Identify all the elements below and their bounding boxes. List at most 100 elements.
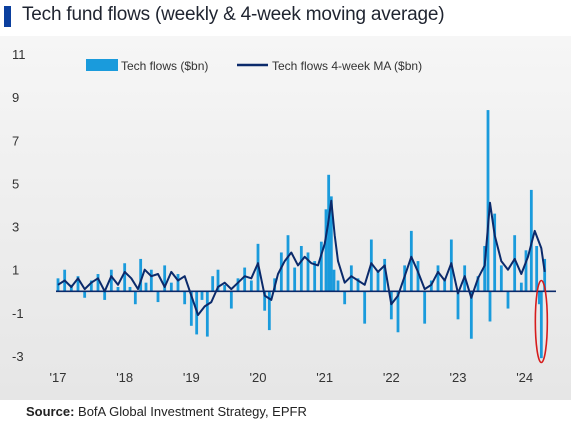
bar	[103, 291, 107, 300]
bar	[156, 291, 160, 303]
x-tick-label: '18	[116, 370, 133, 385]
x-tick-label: '24	[516, 370, 533, 385]
bar	[486, 110, 490, 292]
title-accent-bar	[4, 6, 11, 27]
bar	[123, 263, 127, 292]
bar	[539, 291, 543, 359]
bar	[56, 278, 60, 292]
bar	[96, 274, 100, 292]
highlight-ellipse	[534, 279, 549, 364]
bar	[383, 258, 387, 292]
bar	[243, 267, 247, 292]
legend-line-label: Tech flows 4-week MA ($bn)	[272, 59, 422, 73]
bar	[293, 267, 297, 292]
source-text: BofA Global Investment Strategy, EPFR	[78, 404, 307, 419]
x-tick-label: '17	[50, 370, 67, 385]
bar	[89, 280, 93, 292]
x-tick-label: '22	[383, 370, 400, 385]
bar	[423, 291, 427, 324]
bar	[76, 276, 80, 292]
bar	[332, 269, 336, 292]
chart-title: Tech fund flows (weekly & 4-week moving …	[22, 4, 445, 25]
source-label: Source:	[26, 404, 75, 419]
bar	[149, 269, 153, 292]
bar	[116, 286, 120, 292]
bar	[543, 258, 547, 292]
bar	[416, 261, 420, 292]
legend-bar-swatch	[86, 59, 118, 71]
bar	[176, 274, 180, 292]
chart-svg: 11 9 7 5 3 1 -1 -3 '17 '18 '19 '20 '21 '22 '23 '24 Tech …	[12, 47, 556, 385]
bar	[324, 209, 328, 292]
y-tick-label: -3	[12, 349, 24, 364]
bar	[488, 291, 492, 322]
title-bar: Tech fund flows (weekly & 4-week moving …	[0, 0, 571, 36]
bar	[329, 196, 333, 292]
y-tick-label: 1	[12, 263, 19, 278]
bar	[263, 291, 267, 311]
bar	[183, 291, 187, 305]
bar	[389, 291, 393, 320]
y-tick-label: 11	[12, 47, 26, 62]
bar	[249, 280, 253, 292]
bar	[169, 282, 173, 292]
bar	[396, 291, 400, 333]
bar	[83, 291, 87, 298]
x-tick-label: '20	[250, 370, 267, 385]
bar	[483, 245, 487, 292]
bar	[356, 278, 360, 292]
bar	[349, 265, 353, 292]
y-tick-label: 5	[12, 176, 19, 191]
bar	[469, 291, 473, 339]
bar	[327, 174, 331, 292]
bar	[229, 291, 233, 309]
bar	[144, 282, 148, 292]
legend: Tech flows ($bn) Tech flows 4-week MA ($b…	[86, 59, 422, 73]
bar	[286, 235, 290, 292]
bar	[306, 252, 310, 292]
bar	[336, 280, 340, 292]
bar	[499, 265, 503, 292]
bar	[436, 265, 440, 292]
bar	[363, 291, 367, 324]
bar	[476, 276, 480, 292]
bar	[128, 286, 132, 292]
bar	[139, 258, 143, 292]
bar	[133, 291, 137, 305]
x-tick-label: '23	[450, 370, 467, 385]
bar	[211, 276, 215, 292]
bar	[493, 213, 497, 292]
bar	[236, 278, 240, 292]
bar	[216, 269, 220, 292]
bar	[267, 291, 271, 331]
source-note: Source: BofA Global Investment Strategy,…	[26, 404, 307, 419]
x-tick-label: '21	[316, 370, 333, 385]
bar	[163, 265, 167, 292]
y-tick-label: 7	[12, 133, 19, 148]
bar	[443, 278, 447, 292]
x-tick-label: '19	[183, 370, 200, 385]
bar	[513, 235, 517, 292]
bar	[343, 291, 347, 305]
bar	[279, 252, 283, 292]
y-tick-label: 3	[12, 220, 19, 235]
bar	[376, 271, 380, 292]
bar	[299, 245, 303, 292]
ma-line	[57, 199, 546, 316]
bar	[506, 291, 510, 309]
bar	[189, 291, 193, 326]
bar	[519, 282, 523, 292]
bar	[109, 269, 113, 292]
bar	[537, 291, 541, 305]
bar	[205, 291, 209, 337]
bar	[223, 284, 227, 292]
bar	[524, 250, 528, 292]
y-tick-label: -1	[12, 306, 24, 321]
bar	[313, 261, 317, 292]
y-tick-label: 9	[12, 90, 19, 105]
bar	[535, 245, 539, 292]
bar	[456, 291, 460, 320]
legend-bar-label: Tech flows ($bn)	[121, 59, 208, 73]
bar	[69, 284, 73, 292]
bar	[200, 291, 204, 300]
